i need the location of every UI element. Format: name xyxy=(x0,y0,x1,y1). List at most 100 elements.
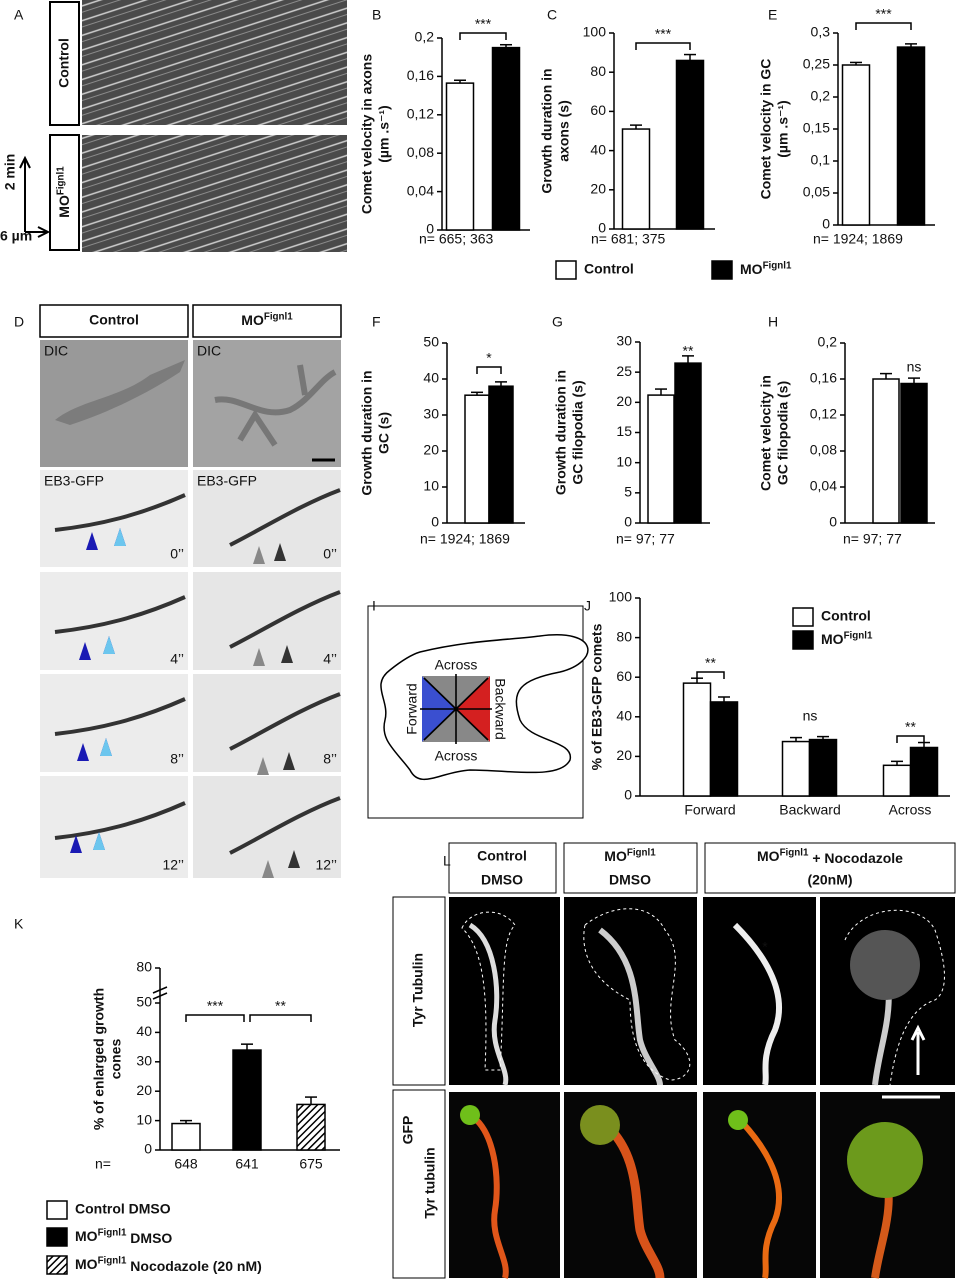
y-tick-label: 10 xyxy=(423,478,439,494)
direction-label: Forward xyxy=(404,683,420,734)
y-tick-label: 0,08 xyxy=(810,442,837,458)
time-label: 0’’ xyxy=(170,546,184,562)
y-tick-label: 60 xyxy=(590,102,606,118)
text-part: DMSO xyxy=(126,1230,172,1246)
significance-bracket xyxy=(635,42,691,50)
y-tick-label: 80 xyxy=(136,959,152,975)
column-header: Control xyxy=(89,312,139,328)
header-box xyxy=(563,842,698,894)
y-tick-label: 60 xyxy=(616,668,632,684)
y-tick-label: 10 xyxy=(136,1111,152,1127)
label-box xyxy=(49,134,80,251)
y-tick-label: 0,3 xyxy=(811,24,831,40)
panel-letter: D xyxy=(14,314,24,330)
image-label: DIC xyxy=(44,343,68,359)
time-label: 12’’ xyxy=(315,857,337,873)
y-tick-label: 40 xyxy=(590,141,606,157)
label-box xyxy=(392,896,446,1086)
panel-d-images xyxy=(39,304,342,878)
panel-l-images xyxy=(392,842,956,1279)
y-tick-label: 0,15 xyxy=(803,120,830,136)
superscript: Fignl1 xyxy=(780,847,809,858)
y-axis-label: GC filopodia (s) xyxy=(570,380,586,484)
legend-swatch xyxy=(792,607,814,627)
eb3-frame xyxy=(193,470,341,567)
direction-label: Across xyxy=(435,657,478,673)
panel-letter: J xyxy=(584,598,591,614)
column-header: DMSO xyxy=(481,872,523,888)
micrograph xyxy=(449,897,560,1085)
x-tick-label: Across xyxy=(889,802,932,818)
panel-letter: H xyxy=(768,314,778,330)
y-tick-label: 20 xyxy=(590,181,606,197)
y-axis-label: GC filopodia (s) xyxy=(775,381,791,485)
column-header: DMSO xyxy=(609,872,651,888)
text-part: MO xyxy=(75,1228,98,1244)
text-part: MO xyxy=(740,261,763,277)
scale-label: 6 µm xyxy=(0,228,32,244)
superscript: Fignl1 xyxy=(844,630,873,641)
y-tick-label: 25 xyxy=(616,363,632,379)
legend-swatch xyxy=(792,630,814,650)
column-header: MOFignl1 xyxy=(604,847,656,864)
y-tick-label: 50 xyxy=(423,334,439,350)
y-tick-label: 0,1 xyxy=(811,152,831,168)
superscript: Fignl1 xyxy=(627,847,656,858)
y-tick-label: 0 xyxy=(144,1141,152,1157)
label-box xyxy=(49,1,80,126)
y-tick-label: 0 xyxy=(829,514,837,530)
column-header: MOFignl1 xyxy=(241,311,293,328)
row-label: Tyr Tubulin xyxy=(410,953,426,1027)
significance-label: *** xyxy=(207,998,224,1014)
legend-swatch xyxy=(555,260,577,280)
y-axis-label: Growth duration in xyxy=(553,370,569,495)
bar xyxy=(841,64,871,226)
header-box xyxy=(448,842,557,894)
x-tick-label: Forward xyxy=(684,802,735,818)
significance-label: *** xyxy=(655,26,672,42)
text-part: MO xyxy=(75,1256,98,1272)
time-label: 12’’ xyxy=(162,857,184,873)
x-tick-label: 641 xyxy=(235,1156,259,1172)
dic-cell xyxy=(214,364,337,447)
significance-label: ns xyxy=(803,708,818,724)
kymograph xyxy=(82,0,347,125)
y-tick-label: 0 xyxy=(624,514,632,530)
micrograph xyxy=(703,1092,816,1278)
legend-label: MOFignl1 xyxy=(740,260,792,277)
y-tick-label: 0,04 xyxy=(810,478,837,494)
y-tick-label: 30 xyxy=(423,406,439,422)
y-tick-label: 0 xyxy=(426,221,434,237)
scale-label: 2 min xyxy=(2,154,18,191)
bar xyxy=(872,378,900,524)
time-label: 4’’ xyxy=(323,651,337,667)
sample-size: n= 665; 363 xyxy=(419,231,494,247)
bar xyxy=(464,394,490,524)
y-tick-label: 30 xyxy=(136,1053,152,1069)
legend-swatch xyxy=(46,1227,68,1247)
y-axis-label: Growth duration in xyxy=(359,370,375,495)
significance-label: * xyxy=(486,350,492,366)
significance-label: ** xyxy=(683,343,694,359)
y-tick-label: 40 xyxy=(136,1023,152,1039)
panel-letter: I xyxy=(372,598,376,614)
y-tick-label: 0,05 xyxy=(803,184,830,200)
row-label: Control xyxy=(56,38,72,88)
time-label: 8’’ xyxy=(170,751,184,767)
superscript: Fignl1 xyxy=(98,1227,127,1238)
direction-label: Across xyxy=(435,748,478,764)
y-tick-label: 0,2 xyxy=(811,88,831,104)
bar xyxy=(621,128,651,230)
x-tick-label: 675 xyxy=(299,1156,323,1172)
y-tick-label: 0,2 xyxy=(818,334,838,350)
time-label: 0’’ xyxy=(323,546,337,562)
y-axis-label: (µm .s⁻¹) xyxy=(775,100,791,157)
image-label: EB3-GFP xyxy=(197,473,257,489)
significance-bracket xyxy=(896,735,925,743)
panel-i-diagram xyxy=(367,605,589,819)
y-axis-label: GC (s) xyxy=(376,412,392,454)
significance-label: ** xyxy=(705,655,716,671)
bar xyxy=(647,394,675,524)
sample-size: n= 1924; 1869 xyxy=(420,531,510,547)
